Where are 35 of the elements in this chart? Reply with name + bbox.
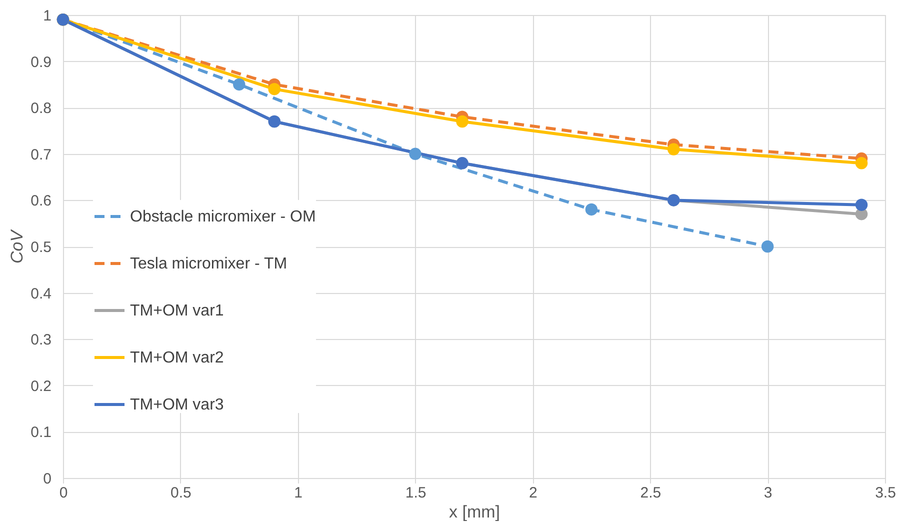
point <box>855 198 868 211</box>
x-axis-title: x [mm] <box>449 502 500 522</box>
point <box>233 78 246 91</box>
x-tick-label: 1.5 <box>405 484 426 502</box>
legend-label: TM+OM var3 <box>130 396 224 414</box>
x-tick-label: 3 <box>764 484 772 502</box>
x-tick-label: 2 <box>529 484 538 502</box>
point <box>268 82 280 96</box>
y-tick-label: 0 <box>43 470 52 488</box>
y-axis-title: CoV <box>8 228 27 264</box>
y-tick-label: 0.6 <box>30 192 52 210</box>
x-tick-label: 1 <box>294 484 303 502</box>
x-tick-label: 3.5 <box>875 484 896 502</box>
y-tick-label: 0.2 <box>30 378 52 395</box>
y-tick-label: 0.7 <box>30 146 52 164</box>
point <box>456 115 468 128</box>
y-tick-label: 0.8 <box>30 100 52 118</box>
point <box>855 157 868 170</box>
point <box>585 203 598 216</box>
y-tick-label: 0.3 <box>30 332 52 349</box>
x-tick-label: 0 <box>59 484 68 502</box>
point <box>409 148 422 160</box>
y-tick-label: 0.4 <box>30 285 52 302</box>
y-tick-label: 0.1 <box>30 424 52 442</box>
legend-label: TM+OM var1 <box>130 302 224 320</box>
y-tick-label: 0.9 <box>30 54 52 71</box>
y-tick-label: 1 <box>43 8 52 24</box>
point <box>761 240 774 253</box>
x-tick-label: 2.5 <box>640 484 662 502</box>
x-tick-label: 0.5 <box>170 484 192 502</box>
legend-label: Obstacle micromixer - OM <box>130 208 316 226</box>
legend-label: TM+OM var2 <box>130 350 224 366</box>
point <box>668 143 680 156</box>
legend-label: Tesla micromixer - TM <box>130 256 288 272</box>
y-tick-label: 0.5 <box>30 239 52 256</box>
